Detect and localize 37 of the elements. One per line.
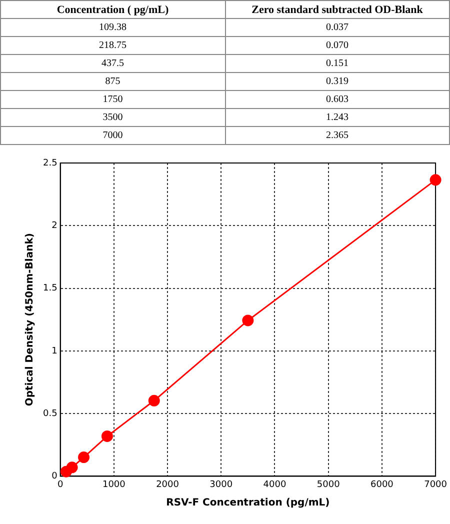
text: 0.319 xyxy=(225,72,450,90)
point xyxy=(101,430,113,442)
text: 1.243 xyxy=(225,108,450,126)
y-tick-label: 1.5 xyxy=(42,284,58,294)
text: 7000 xyxy=(0,126,225,144)
x-tick-label: 5000 xyxy=(316,480,340,490)
text: 875 xyxy=(0,72,225,90)
y-axis-title: Optical Density (450nm-Blank) xyxy=(24,233,36,406)
text: 0.151 xyxy=(225,54,450,72)
y-tick-label: 0.5 xyxy=(42,408,58,419)
y-tick-label: 0 xyxy=(52,472,58,482)
x-axis-title: RSV-F Concentration (pg/mL) xyxy=(166,498,330,509)
text: 0.037 xyxy=(225,18,450,36)
text: 0.603 xyxy=(225,90,450,108)
x-tick-label: 6000 xyxy=(370,480,394,490)
y-tick-label: 2.5 xyxy=(42,158,58,168)
text: 0.070 xyxy=(225,36,450,54)
text: 2.365 xyxy=(225,126,450,144)
point xyxy=(66,462,78,474)
x-tick-label: 3000 xyxy=(210,480,233,490)
x-tick-label: 7000 xyxy=(424,480,448,490)
text: Zero standard subtracted OD-Blank xyxy=(225,0,450,18)
text: 109.38 xyxy=(0,18,225,36)
point xyxy=(242,314,254,326)
text: Concentration ( pg/mL) xyxy=(0,0,225,18)
point xyxy=(78,452,90,464)
text: 1750 xyxy=(0,90,225,108)
y-tick-label: 2 xyxy=(52,220,58,231)
y-tick-label: 1 xyxy=(52,346,58,356)
x-tick-label: 1000 xyxy=(102,480,126,490)
text: 437.5 xyxy=(0,54,225,72)
point xyxy=(148,394,160,406)
text: 3500 xyxy=(0,108,225,126)
text: 218.75 xyxy=(0,36,225,54)
x-tick-label: 2000 xyxy=(156,480,180,490)
x-tick-label: 4000 xyxy=(263,480,286,490)
point xyxy=(430,174,442,186)
